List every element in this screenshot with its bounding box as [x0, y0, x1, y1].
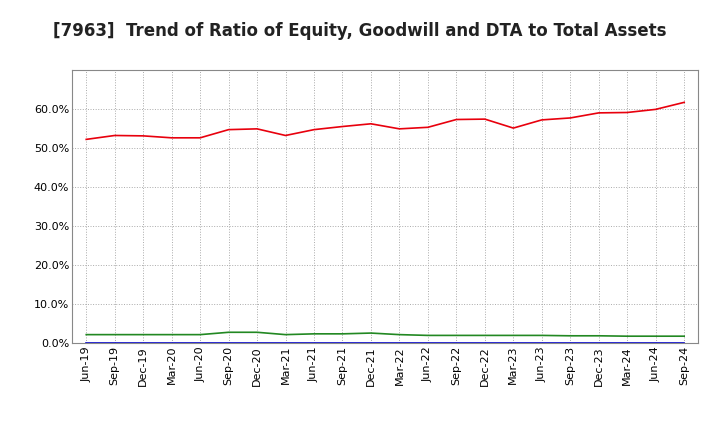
- Deferred Tax Assets: [253, 330, 261, 335]
- Equity: [595, 110, 603, 116]
- Equity: [652, 107, 660, 112]
- Equity: [167, 135, 176, 140]
- Line: Deferred Tax Assets: Deferred Tax Assets: [86, 332, 684, 336]
- Goodwill: [225, 340, 233, 345]
- Equity: [82, 137, 91, 142]
- Deferred Tax Assets: [110, 332, 119, 337]
- Goodwill: [82, 340, 91, 345]
- Equity: [452, 117, 461, 122]
- Deferred Tax Assets: [509, 333, 518, 338]
- Goodwill: [452, 340, 461, 345]
- Deferred Tax Assets: [282, 332, 290, 337]
- Goodwill: [139, 340, 148, 345]
- Equity: [225, 127, 233, 132]
- Goodwill: [680, 340, 688, 345]
- Equity: [282, 133, 290, 138]
- Deferred Tax Assets: [537, 333, 546, 338]
- Goodwill: [110, 340, 119, 345]
- Goodwill: [652, 340, 660, 345]
- Equity: [110, 133, 119, 138]
- Deferred Tax Assets: [452, 333, 461, 338]
- Equity: [139, 133, 148, 139]
- Equity: [623, 110, 631, 115]
- Deferred Tax Assets: [395, 332, 404, 337]
- Equity: [310, 127, 318, 132]
- Deferred Tax Assets: [225, 330, 233, 335]
- Goodwill: [423, 340, 432, 345]
- Deferred Tax Assets: [652, 334, 660, 339]
- Equity: [537, 117, 546, 122]
- Deferred Tax Assets: [196, 332, 204, 337]
- Goodwill: [366, 340, 375, 345]
- Goodwill: [253, 340, 261, 345]
- Deferred Tax Assets: [480, 333, 489, 338]
- Text: [7963]  Trend of Ratio of Equity, Goodwill and DTA to Total Assets: [7963] Trend of Ratio of Equity, Goodwil…: [53, 22, 667, 40]
- Equity: [423, 125, 432, 130]
- Goodwill: [595, 340, 603, 345]
- Goodwill: [167, 340, 176, 345]
- Equity: [480, 117, 489, 122]
- Deferred Tax Assets: [366, 330, 375, 336]
- Equity: [680, 100, 688, 105]
- Deferred Tax Assets: [139, 332, 148, 337]
- Deferred Tax Assets: [566, 333, 575, 338]
- Goodwill: [310, 340, 318, 345]
- Goodwill: [509, 340, 518, 345]
- Deferred Tax Assets: [680, 334, 688, 339]
- Deferred Tax Assets: [310, 331, 318, 337]
- Line: Equity: Equity: [86, 103, 684, 139]
- Deferred Tax Assets: [167, 332, 176, 337]
- Deferred Tax Assets: [595, 333, 603, 338]
- Goodwill: [282, 340, 290, 345]
- Equity: [253, 126, 261, 132]
- Goodwill: [623, 340, 631, 345]
- Equity: [509, 125, 518, 131]
- Equity: [196, 135, 204, 140]
- Goodwill: [196, 340, 204, 345]
- Equity: [338, 124, 347, 129]
- Goodwill: [566, 340, 575, 345]
- Goodwill: [537, 340, 546, 345]
- Equity: [395, 126, 404, 132]
- Deferred Tax Assets: [82, 332, 91, 337]
- Goodwill: [480, 340, 489, 345]
- Equity: [366, 121, 375, 126]
- Equity: [566, 115, 575, 121]
- Deferred Tax Assets: [623, 334, 631, 339]
- Deferred Tax Assets: [423, 333, 432, 338]
- Goodwill: [338, 340, 347, 345]
- Goodwill: [395, 340, 404, 345]
- Deferred Tax Assets: [338, 331, 347, 337]
